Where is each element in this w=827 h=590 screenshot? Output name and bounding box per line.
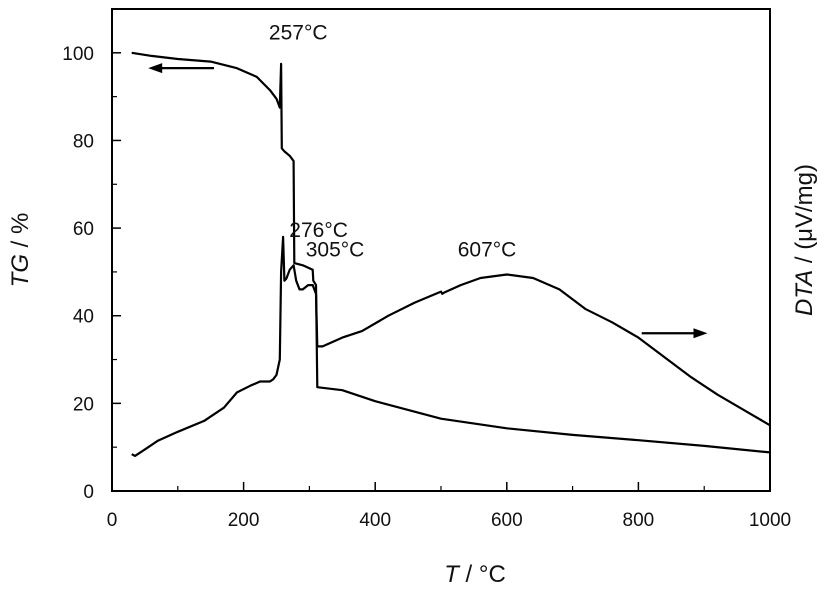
tg-axis-arrow (148, 63, 214, 74)
y-tick-label: 20 (73, 394, 94, 415)
y-right-axis-title: DTA / (μV/mg) (791, 164, 818, 316)
x-tick-label: 200 (228, 510, 260, 531)
tg-curve (131, 51, 771, 454)
x-axis-title: T / °C (444, 561, 506, 588)
x-tick-label: 400 (359, 510, 391, 531)
peak-annotation: 305°C (306, 239, 365, 262)
x-tick-label: 1000 (749, 510, 791, 531)
x-tick-label: 600 (491, 510, 523, 531)
x-tick-label: 800 (623, 510, 655, 531)
y-tick-label: 80 (73, 131, 94, 152)
peak-annotation: 607°C (458, 239, 517, 262)
y-tick-label: 40 (73, 307, 94, 328)
dta-curve (131, 235, 771, 457)
axis-ticks (111, 8, 771, 492)
dta-axis-arrow (641, 328, 708, 339)
y-tick-label: 60 (73, 219, 94, 240)
y-tick-label: 100 (62, 44, 94, 65)
peak-annotation: 257°C (269, 22, 328, 45)
x-tick-label: 0 (107, 510, 118, 531)
y-left-axis-title: TG / % (7, 213, 34, 288)
y-tick-label: 0 (83, 482, 94, 503)
series-layer (131, 51, 771, 457)
peak-annotation: 276°C (289, 219, 348, 242)
tick-labels: 0 200 400 600 800 1000 0 20 40 60 80 100 (62, 44, 791, 531)
